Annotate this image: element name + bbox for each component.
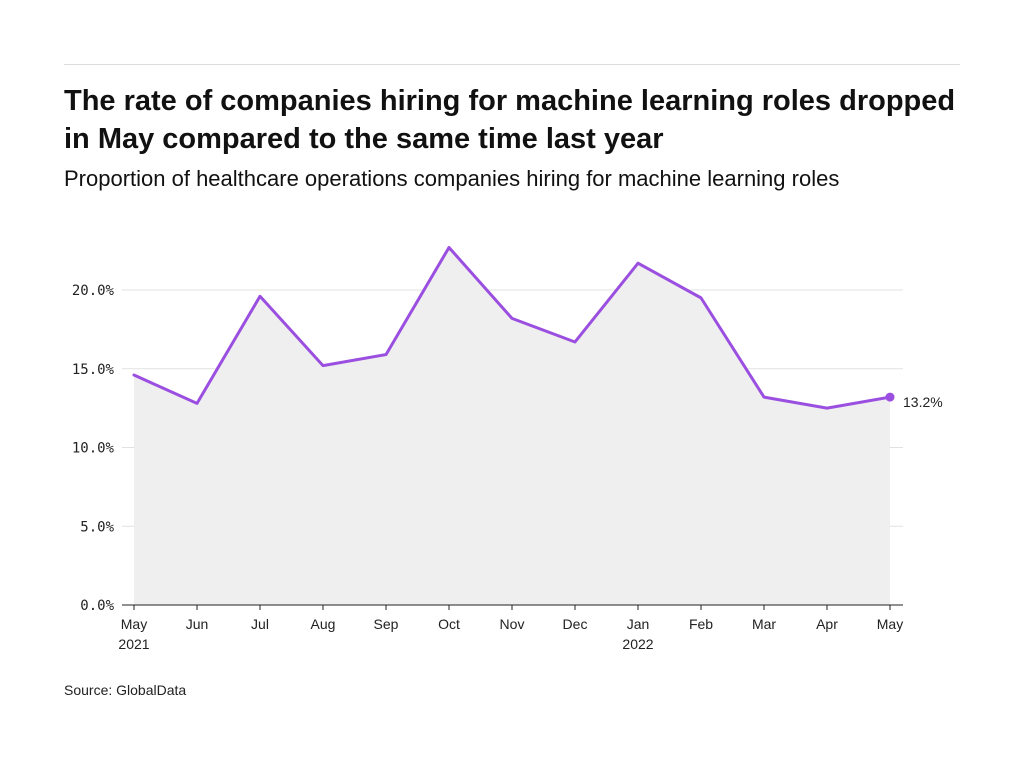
data-point — [384, 353, 388, 357]
data-point — [636, 261, 640, 265]
y-tick-label: 10.0% — [72, 441, 115, 457]
x-tick-label: Jul — [251, 616, 269, 632]
x-tick-label: Jan — [627, 616, 650, 632]
y-tick-label: 0.0% — [80, 598, 114, 614]
y-tick-label: 5.0% — [80, 519, 114, 535]
x-tick-label: Mar — [752, 616, 776, 632]
data-point — [258, 294, 262, 298]
y-axis: 0.0% 5.0% 10.0% 15.0% 20.0% — [72, 283, 903, 614]
x-tick-label: Aug — [311, 616, 336, 632]
end-point-marker — [885, 392, 895, 402]
data-point — [762, 395, 766, 399]
data-point — [447, 245, 451, 249]
data-point — [195, 401, 199, 405]
x-tick-label: Sep — [374, 616, 399, 632]
series-layer: 13.2% — [132, 245, 943, 410]
area-fill — [134, 247, 890, 605]
x-tick-label: May — [121, 616, 147, 632]
data-point — [132, 373, 136, 377]
x-tick-label: Dec — [563, 616, 588, 632]
data-point — [510, 316, 514, 320]
x-tick-label: Jun — [186, 616, 209, 632]
end-value-label: 13.2% — [903, 394, 943, 410]
source-note: Source: GlobalData — [64, 682, 187, 698]
x-axis: May 2021 Jun Jul Aug Sep Oct Nov Dec Jan 2022 Feb Ma… — [118, 605, 903, 652]
x-tick-label: Oct — [438, 616, 460, 632]
data-point — [825, 406, 829, 410]
x-tick-label: Feb — [689, 616, 713, 632]
data-point — [321, 364, 325, 368]
data-point — [573, 340, 577, 344]
x-tick-label: May — [877, 616, 903, 632]
x-tick-label: Apr — [816, 616, 838, 632]
series-line — [132, 245, 892, 410]
area-layer — [134, 247, 890, 605]
x-year-label: 2022 — [622, 636, 653, 652]
data-point — [699, 296, 703, 300]
x-year-label: 2021 — [118, 636, 149, 652]
y-tick-label: 20.0% — [72, 283, 115, 299]
x-tick-label: Nov — [500, 616, 525, 632]
chart-title: The rate of companies hiring for machine… — [64, 85, 956, 155]
y-tick-label: 15.0% — [72, 362, 115, 378]
chart-subtitle: Proportion of healthcare operations comp… — [64, 166, 840, 191]
top-rule — [64, 64, 960, 65]
